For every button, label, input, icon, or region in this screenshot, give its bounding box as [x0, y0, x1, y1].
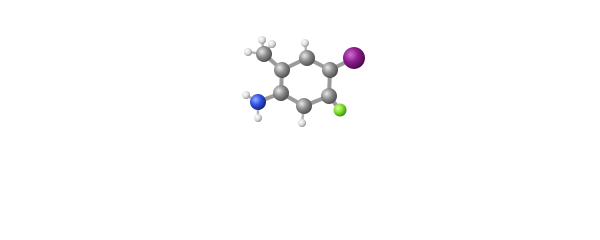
hydrogen-atom: [258, 36, 266, 44]
hydrogen-atom: [244, 48, 252, 56]
hydrogen-atom: [301, 39, 309, 47]
atoms: [242, 36, 365, 127]
hydrogen-atom: [268, 40, 276, 48]
fluorine-atom: [333, 103, 347, 117]
carbon-atom: [296, 98, 312, 114]
carbon-atom: [273, 85, 289, 101]
hydrogen-atom: [242, 91, 250, 99]
hydrogen-atom: [298, 119, 306, 127]
carbon-atom: [299, 50, 315, 66]
carbon-atom: [322, 62, 338, 78]
carbon-atom: [321, 88, 337, 104]
carbon-atom: [274, 62, 290, 78]
molecule-view: [242, 36, 365, 127]
iodine-atom: [343, 47, 365, 69]
hydrogen-atom: [254, 114, 262, 122]
nitrogen-atom: [250, 94, 266, 110]
carbon-atom: [256, 46, 272, 62]
